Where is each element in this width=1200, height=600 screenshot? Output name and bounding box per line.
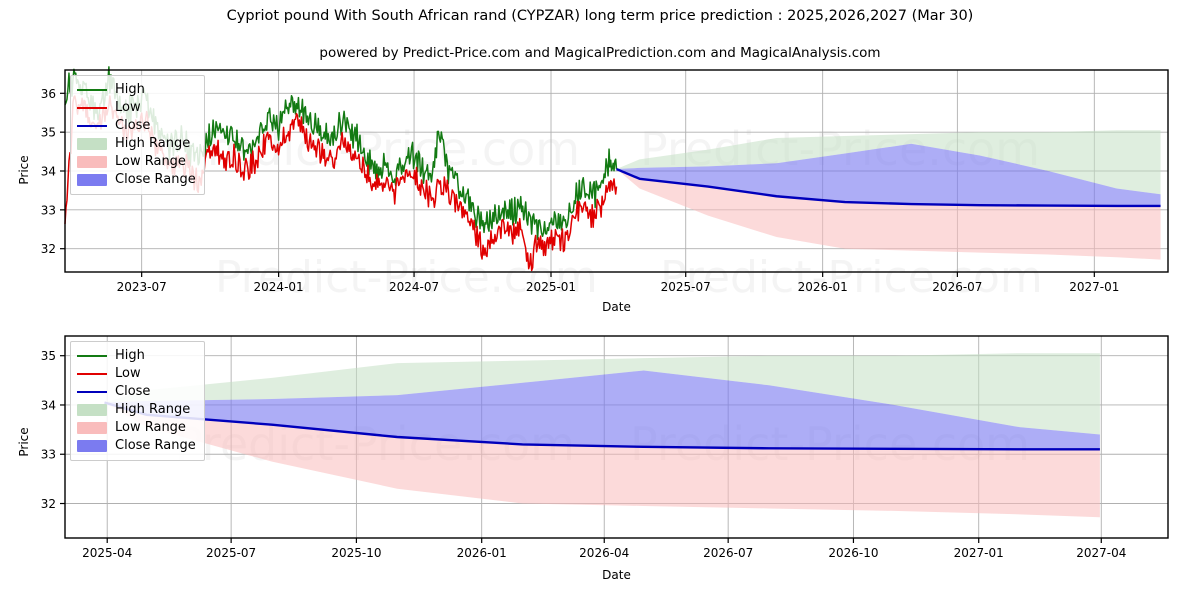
legend-item-close-range: Close Range	[77, 171, 196, 189]
legend-swatch-high-icon	[77, 84, 107, 96]
svg-text:Predict-Price.com: Predict-Price.com	[660, 252, 1043, 303]
svg-text:33: 33	[41, 203, 56, 217]
svg-text:2027-04: 2027-04	[1076, 546, 1126, 560]
legend-label: High Range	[115, 401, 190, 419]
svg-text:2025-04: 2025-04	[82, 546, 132, 560]
bottom-chart-y-axis-label: Price	[17, 412, 31, 472]
svg-text:2025-10: 2025-10	[331, 546, 381, 560]
legend-item-low: Low	[77, 365, 196, 383]
svg-text:2026-07: 2026-07	[932, 280, 982, 294]
svg-text:34: 34	[41, 165, 56, 179]
legend-item-high: High	[77, 81, 196, 99]
svg-text:Predict-Price.com: Predict-Price.com	[215, 252, 598, 303]
svg-text:36: 36	[41, 87, 56, 101]
legend-item-low: Low	[77, 99, 196, 117]
legend-label: Close	[115, 117, 150, 135]
svg-text:33: 33	[41, 448, 56, 462]
legend-label: High Range	[115, 135, 190, 153]
legend-item-close: Close	[77, 383, 196, 401]
legend-label: Close Range	[115, 437, 196, 455]
legend-swatch-close-range-icon	[77, 440, 107, 452]
bottom-chart-x-axis-label: Date	[0, 568, 1200, 582]
svg-text:35: 35	[41, 126, 56, 140]
bottom-chart-legend: High Low Close High Range Low Range Close Ran…	[70, 341, 205, 461]
legend-label: Close	[115, 383, 150, 401]
legend-swatch-low-icon	[77, 368, 107, 380]
svg-text:2023-07: 2023-07	[117, 280, 167, 294]
legend-swatch-high-range-icon	[77, 138, 107, 150]
legend-label: Low	[115, 365, 141, 383]
svg-text:35: 35	[41, 349, 56, 363]
svg-text:2024-01: 2024-01	[254, 280, 304, 294]
legend-item-high: High	[77, 347, 196, 365]
svg-text:2027-01: 2027-01	[954, 546, 1004, 560]
legend-swatch-close-range-icon	[77, 174, 107, 186]
legend-swatch-low-range-icon	[77, 422, 107, 434]
svg-text:34: 34	[41, 398, 56, 412]
legend-label: Low	[115, 99, 141, 117]
legend-item-close: Close	[77, 117, 196, 135]
svg-text:2024-07: 2024-07	[389, 280, 439, 294]
svg-text:32: 32	[41, 242, 56, 256]
svg-text:32: 32	[41, 497, 56, 511]
svg-text:2026-04: 2026-04	[579, 546, 629, 560]
legend-label: High	[115, 81, 145, 99]
chart-page: Cypriot pound With South African rand (C…	[0, 0, 1200, 600]
legend-item-low-range: Low Range	[77, 419, 196, 437]
svg-text:2027-01: 2027-01	[1069, 280, 1119, 294]
top-chart-legend: High Low Close High Range Low Range Close Ran…	[70, 75, 205, 195]
top-chart-x-axis-label: Date	[0, 300, 1200, 314]
legend-swatch-low-icon	[77, 102, 107, 114]
svg-text:2025-01: 2025-01	[526, 280, 576, 294]
legend-swatch-low-range-icon	[77, 156, 107, 168]
legend-item-high-range: High Range	[77, 401, 196, 419]
legend-item-high-range: High Range	[77, 135, 196, 153]
svg-text:2026-10: 2026-10	[828, 546, 878, 560]
legend-swatch-close-icon	[77, 386, 107, 398]
legend-swatch-close-icon	[77, 120, 107, 132]
top-chart-y-axis-label: Price	[17, 140, 31, 200]
svg-text:2026-01: 2026-01	[798, 280, 848, 294]
legend-item-low-range: Low Range	[77, 153, 196, 171]
legend-swatch-high-icon	[77, 350, 107, 362]
legend-swatch-high-range-icon	[77, 404, 107, 416]
legend-label: Low Range	[115, 419, 186, 437]
legend-item-close-range: Close Range	[77, 437, 196, 455]
legend-label: High	[115, 347, 145, 365]
legend-label: Low Range	[115, 153, 186, 171]
legend-label: Close Range	[115, 171, 196, 189]
svg-text:2025-07: 2025-07	[206, 546, 256, 560]
svg-text:2026-07: 2026-07	[703, 546, 753, 560]
svg-text:2026-01: 2026-01	[457, 546, 507, 560]
svg-text:2025-07: 2025-07	[661, 280, 711, 294]
